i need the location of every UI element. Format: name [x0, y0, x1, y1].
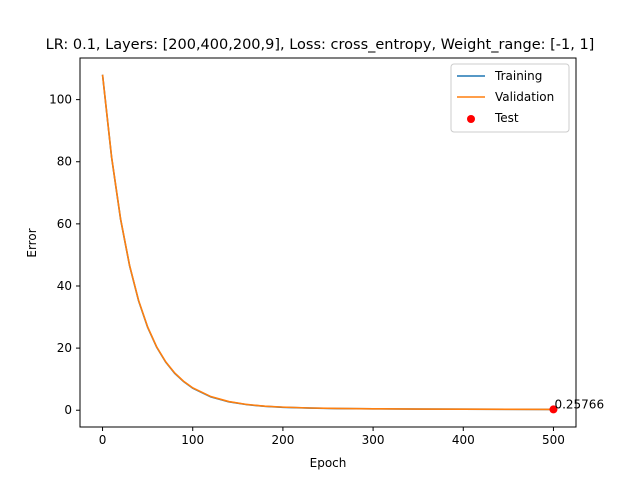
y-axis-ticks: 0 20 40 60 80 100: [49, 93, 80, 417]
x-tick-label: 100: [181, 433, 204, 447]
y-tick-label: 100: [49, 93, 72, 107]
series-line-validation: [101, 74, 554, 411]
y-tick-label: 60: [57, 217, 72, 231]
chart-title: LR: 0.1, Layers: [200,400,200,9], Loss: …: [46, 37, 595, 53]
legend-label-test: Test: [494, 111, 519, 125]
legend-frame: [450, 63, 570, 133]
x-tick-label: 500: [542, 433, 565, 447]
y-tick-label: 40: [57, 279, 72, 293]
legend-label-training: Training: [494, 69, 542, 83]
legend: Training Validation Test: [450, 63, 570, 133]
legend-label-validation: Validation: [495, 90, 554, 104]
x-tick-label: 0: [99, 433, 107, 447]
y-tick-label: 20: [57, 341, 72, 355]
x-tick-label: 200: [271, 433, 294, 447]
y-tick-label: 0: [64, 403, 72, 417]
series-layer: [101, 74, 558, 414]
x-axis-ticks: 0 100 200 300 400 500: [99, 427, 565, 447]
y-axis-label: Error: [25, 228, 39, 257]
test-point: [549, 405, 558, 414]
legend-swatch-test: [467, 115, 475, 123]
y-tick-label: 80: [57, 155, 72, 169]
x-tick-label: 400: [452, 433, 475, 447]
test-point-label: 0.25766: [554, 397, 604, 411]
x-axis-label: Epoch: [310, 456, 347, 470]
x-tick-label: 300: [362, 433, 385, 447]
